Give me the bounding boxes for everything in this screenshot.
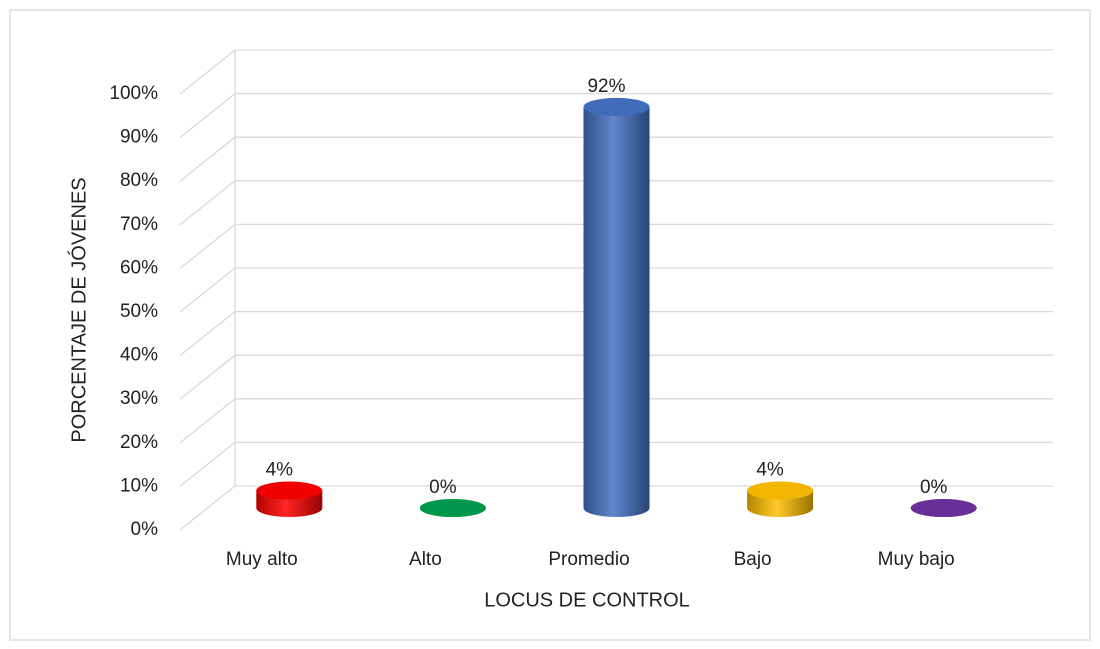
grid-line: [179, 180, 1053, 226]
x-tick-label: Alto: [409, 549, 442, 570]
bar-top: [910, 499, 977, 517]
bar-top: [747, 481, 814, 500]
x-tick-label: Bajo: [734, 549, 772, 570]
y-tick-label: 90%: [120, 127, 158, 148]
grid-line: [179, 354, 1053, 400]
x-tick-label: Muy alto: [226, 549, 298, 570]
y-tick-label: 80%: [120, 170, 158, 191]
y-tick-label: 20%: [120, 432, 158, 453]
value-label: 0%: [429, 477, 457, 498]
value-label: 92%: [587, 76, 625, 97]
y-tick-label: 30%: [120, 388, 158, 409]
grid-line: [179, 310, 1053, 357]
grid-line: [179, 92, 1053, 139]
bar: [256, 481, 323, 517]
chart-frame: [9, 9, 1091, 641]
grid-line: [179, 398, 1053, 444]
y-tick-label: 0%: [131, 519, 159, 540]
grid-line: [179, 441, 1053, 487]
x-tick-label: Promedio: [548, 549, 629, 570]
x-tick-label: Muy bajo: [878, 549, 955, 570]
x-axis-label: LOCUS DE CONTROL: [484, 589, 690, 611]
y-axis-label: PORCENTAJE DE JÓVENES: [67, 177, 90, 442]
grid-line: [179, 223, 1053, 269]
bar-top: [256, 481, 323, 500]
y-tick-label: 50%: [120, 301, 158, 322]
y-tick-label: 100%: [109, 83, 158, 104]
y-tick-label: 40%: [120, 345, 158, 366]
bar: [747, 481, 814, 517]
value-label: 4%: [756, 460, 784, 481]
bar-top: [419, 499, 486, 517]
value-label: 0%: [920, 477, 948, 498]
y-tick-label: 60%: [120, 257, 158, 278]
value-label: 4%: [266, 460, 294, 481]
grid-line: [179, 136, 1053, 182]
bar: [419, 499, 486, 517]
bar: [910, 499, 977, 517]
bar-top: [583, 97, 650, 116]
grid-line: [179, 267, 1053, 313]
y-tick-label: 10%: [120, 475, 158, 496]
bar: [583, 97, 650, 517]
grid-line: [179, 49, 1053, 95]
bar-body: [583, 106, 650, 517]
y-tick-label: 70%: [120, 214, 158, 235]
